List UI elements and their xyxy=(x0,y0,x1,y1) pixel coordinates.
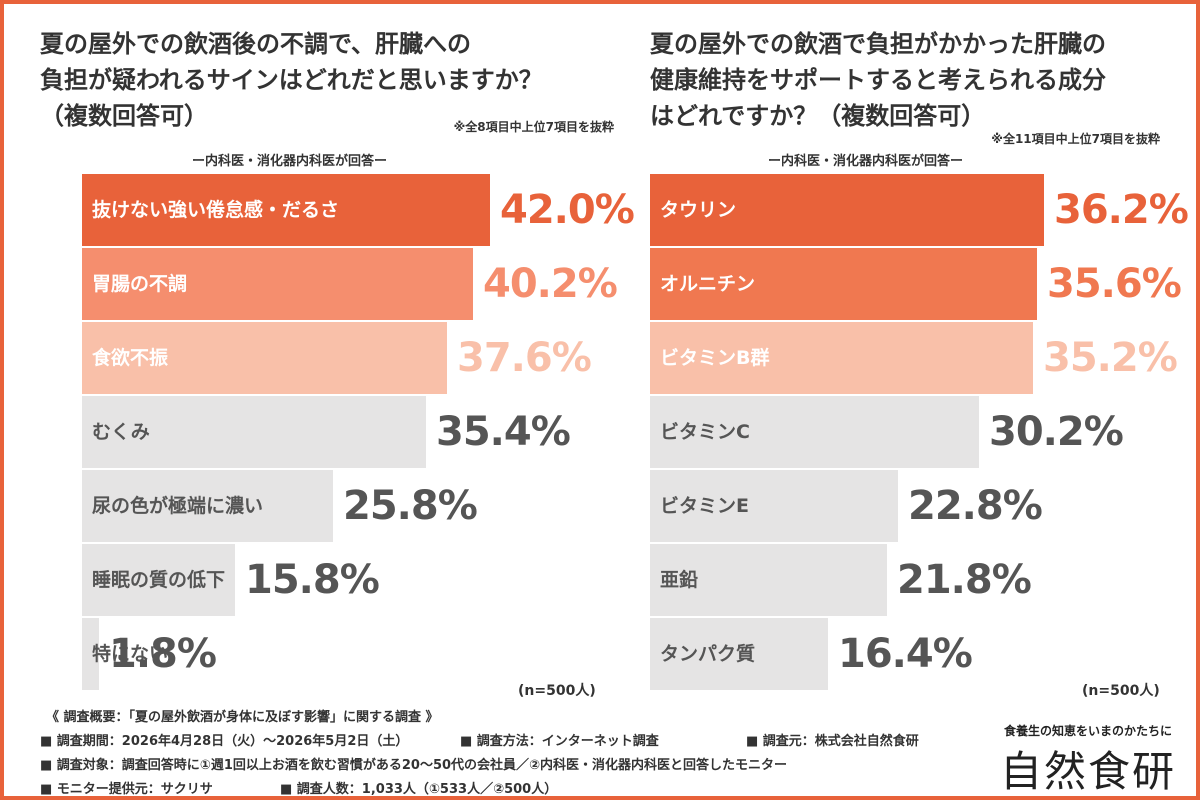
chart-title-line: 夏の屋外での飲酒後の不調で、肝臓への xyxy=(40,30,472,58)
chart-title-line: 健康維持をサポートすると考えられる成分 xyxy=(650,66,1106,94)
bar-value-label: 15.8% xyxy=(245,557,380,603)
sample-size-label: (n=500人) xyxy=(1082,683,1160,699)
bar-value-label: 35.4% xyxy=(436,409,571,455)
footer-target: ■ 調査対象：調査回答時に①週1回以上お酒を飲む習慣がある20〜50代の会社員／… xyxy=(40,758,788,773)
chart-title: 夏の屋外での飲酒後の不調で、肝臓への 負担が疑われるサインはどれだと思いますか？… xyxy=(40,26,600,134)
bar-category-label: むくみ xyxy=(92,421,150,443)
chart-title-line: 負担が疑われるサインはどれだと思いますか？ xyxy=(40,66,543,94)
bar-category-label: オルニチン xyxy=(660,273,756,295)
bar-category-label: 食欲不振 xyxy=(92,347,169,369)
chart-note: ※全11項目中上位7項目を抜粋 xyxy=(991,132,1160,146)
chart-title-line: 夏の屋外での飲酒で負担がかかった肝臓の xyxy=(650,30,1106,58)
bar-value-label: 36.2% xyxy=(1054,187,1189,233)
footer-source: ■ 調査元：株式会社自然食研 xyxy=(746,734,919,749)
bar-value-label: 35.2% xyxy=(1043,335,1178,381)
bar-category-label: ビタミンB群 xyxy=(660,347,770,369)
bar xyxy=(82,248,473,320)
bar xyxy=(650,174,1044,246)
brand-tagline: 食養生の知恵をいまのかたちに xyxy=(1004,724,1173,738)
bar-value-label: 25.8% xyxy=(343,483,478,529)
footer-period: ■ 調査期間：2026年4月28日（火）〜2026年5月2日（土） xyxy=(40,734,409,749)
bar-category-label: タンパク質 xyxy=(660,643,756,665)
bar-category-label: ビタミンC xyxy=(660,421,750,443)
bar-category-label: ビタミンE xyxy=(660,495,749,517)
bar-category-label: 抜けない強い倦怠感・だるさ xyxy=(92,199,340,221)
bar-chart: 抜けない強い倦怠感・だるさ 42.0% 胃腸の不調 40.2% 食欲不振 37.6% むくみ… xyxy=(40,0,635,700)
bar-value-label: 30.2% xyxy=(989,409,1124,455)
bar-value-label: 16.4% xyxy=(838,631,973,677)
bar-category-label: タウリン xyxy=(660,199,737,221)
bar-value-label: 35.6% xyxy=(1047,261,1182,307)
bar xyxy=(82,470,333,542)
bar xyxy=(650,544,887,616)
bar xyxy=(650,322,1033,394)
footer-heading: 《 調査概要：「夏の屋外飲酒が身体に及ぼす影響」に関する調査 》 xyxy=(46,710,439,725)
chart-note: ※全8項目中上位7項目を抜粋 xyxy=(453,120,614,134)
chart-subtitle: ー内科医・消化器内科医が回答ー xyxy=(192,154,388,169)
bar xyxy=(82,396,426,468)
chart-panel-right: 夏の屋外での飲酒で負担がかかった肝臓の 健康維持をサポートすると考えられる成分 … xyxy=(650,0,1200,700)
bar xyxy=(82,618,99,690)
bar-value-label: 37.6% xyxy=(457,335,592,381)
bar xyxy=(82,322,447,394)
bar xyxy=(650,470,898,542)
chart-title-line: （複数回答可） xyxy=(40,102,208,130)
bar-category-label: 特にない xyxy=(92,643,169,665)
chart-title: 夏の屋外での飲酒で負担がかかった肝臓の 健康維持をサポートすると考えられる成分 … xyxy=(650,26,1200,134)
bar-value-label: 22.8% xyxy=(908,483,1043,529)
bar xyxy=(650,396,979,468)
bar xyxy=(650,248,1037,320)
bar xyxy=(82,174,490,246)
bar-value-label: 40.2% xyxy=(483,261,618,307)
bar-category-label: 亜鉛 xyxy=(660,569,699,591)
footer-respondents: ■ 調査人数：1,033人（①533人／②500人） xyxy=(280,782,558,797)
footer-provider: ■ モニター提供元：サクリサ xyxy=(40,782,213,797)
bar-value-label: 1.8% xyxy=(109,631,217,677)
bar-value-label: 21.8% xyxy=(897,557,1032,603)
footer-method: ■ 調査方法：インターネット調査 xyxy=(460,734,659,749)
bar-category-label: 尿の色が極端に濃い xyxy=(92,495,264,517)
bar xyxy=(82,544,235,616)
sample-size-label: (n=500人) xyxy=(518,683,596,699)
bar-category-label: 胃腸の不調 xyxy=(92,273,188,295)
bar-chart: タウリン 36.2% オルニチン 35.6% ビタミンB群 35.2% ビタミンC 30.2%… xyxy=(650,0,1200,700)
chart-title-line: はどれですか？（複数回答可） xyxy=(650,102,986,130)
bar-value-label: 42.0% xyxy=(500,187,635,233)
bar-category-label: 睡眠の質の低下 xyxy=(92,569,226,591)
chart-subtitle: ー内科医・消化器内科医が回答ー xyxy=(768,154,964,169)
brand-logo: 自然食研 xyxy=(1000,747,1177,796)
chart-panel-left: 夏の屋外での飲酒後の不調で、肝臓への 負担が疑われるサインはどれだと思いますか？… xyxy=(40,0,635,700)
bar xyxy=(650,618,828,690)
